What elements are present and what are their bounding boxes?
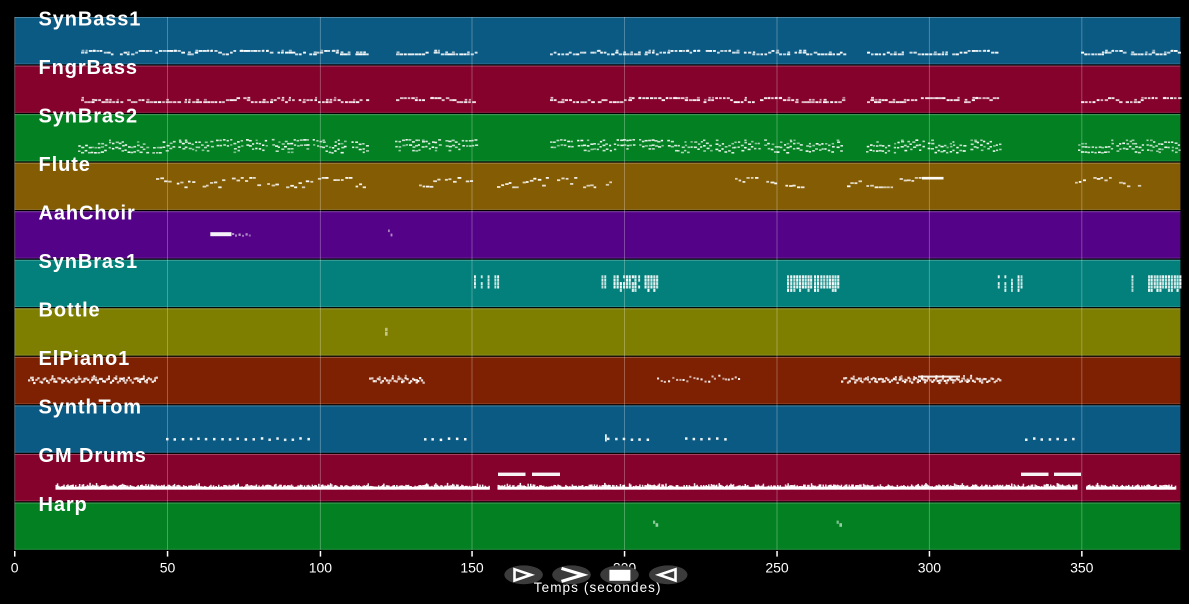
svg-text:100: 100 — [309, 559, 333, 575]
svg-text:0: 0 — [11, 559, 19, 575]
svg-text:350: 350 — [1070, 559, 1094, 575]
svg-text:SynBras1: SynBras1 — [39, 251, 138, 273]
svg-text:GM Drums: GM Drums — [39, 445, 147, 467]
svg-text:SynthTom: SynthTom — [39, 397, 143, 419]
svg-text:250: 250 — [765, 559, 789, 575]
svg-text:150: 150 — [460, 559, 484, 575]
svg-text:300: 300 — [918, 559, 942, 575]
svg-text:ElPiano1: ElPiano1 — [39, 348, 131, 370]
svg-text:50: 50 — [160, 559, 176, 575]
svg-text:SynBras2: SynBras2 — [39, 105, 138, 127]
svg-text:Harp: Harp — [39, 494, 88, 516]
svg-text:Flute: Flute — [39, 154, 91, 176]
svg-text:Temps (secondes): Temps (secondes) — [534, 580, 662, 595]
svg-text:AahChoir: AahChoir — [39, 203, 136, 225]
svg-text:SynBass1: SynBass1 — [39, 8, 142, 30]
svg-text:FngrBass: FngrBass — [39, 57, 138, 79]
svg-text:Bottle: Bottle — [39, 300, 101, 322]
